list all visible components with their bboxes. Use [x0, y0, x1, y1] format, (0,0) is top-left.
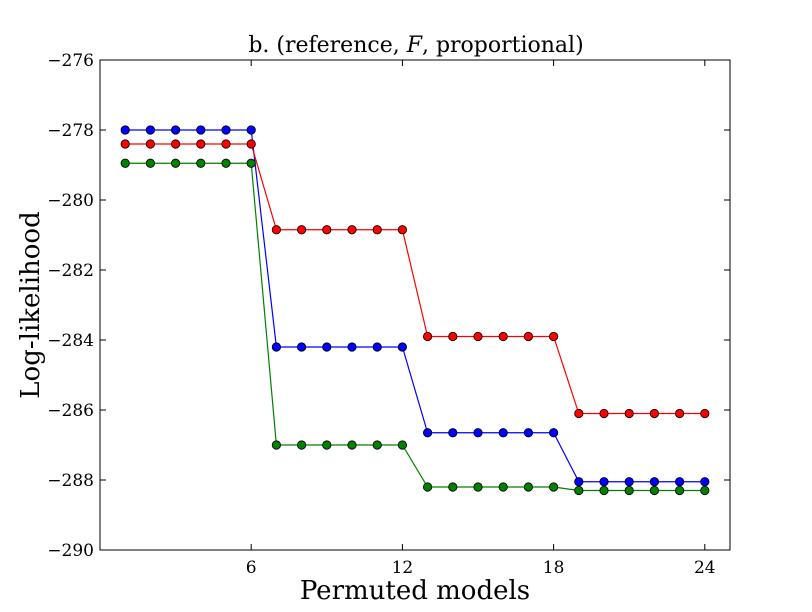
- data-point: [296, 440, 307, 450]
- x-tick-label: 6: [246, 558, 257, 578]
- y-tick-label: −290: [47, 541, 94, 561]
- data-point: [448, 428, 458, 438]
- data-point: [271, 342, 281, 352]
- data-point: [171, 158, 181, 168]
- data-point: [372, 342, 382, 352]
- data-point: [372, 225, 382, 235]
- data-point: [599, 408, 609, 419]
- data-point: [473, 428, 483, 438]
- data-point: [649, 485, 660, 496]
- y-tick-label: −280: [47, 191, 94, 211]
- data-point: [145, 139, 155, 149]
- x-tick-label: 24: [694, 558, 716, 578]
- data-point: [347, 342, 357, 352]
- data-point: [372, 440, 382, 450]
- y-tick-label: −276: [47, 51, 94, 71]
- data-point: [246, 158, 256, 168]
- data-point: [246, 125, 256, 135]
- data-point: [548, 428, 559, 438]
- data-point: [523, 482, 534, 492]
- data-point: [473, 331, 483, 342]
- series-3: [120, 158, 710, 496]
- data-point: [624, 477, 634, 487]
- y-tick-label: −284: [47, 331, 94, 351]
- data-point: [422, 428, 433, 438]
- data-point: [700, 408, 710, 419]
- data-point: [700, 485, 710, 496]
- data-point: [473, 482, 483, 492]
- series-line: [125, 162, 705, 492]
- y-tick-label: −286: [47, 401, 94, 421]
- data-point: [296, 342, 307, 352]
- data-point: [599, 485, 609, 496]
- series-layer: [120, 125, 710, 496]
- data-point: [574, 477, 584, 487]
- data-point: [196, 158, 206, 168]
- data-point: [649, 477, 660, 487]
- data-point: [246, 139, 256, 149]
- data-point: [196, 139, 206, 149]
- data-point: [322, 440, 332, 450]
- data-point: [498, 331, 508, 342]
- x-tick-label: 18: [543, 558, 565, 578]
- data-point: [296, 225, 307, 235]
- data-point: [145, 125, 155, 135]
- data-point: [221, 139, 231, 149]
- data-point: [171, 139, 181, 149]
- data-point: [397, 225, 407, 235]
- data-point: [498, 428, 508, 438]
- data-point: [700, 477, 710, 487]
- x-axis-title: Permuted models: [300, 576, 530, 606]
- data-point: [649, 408, 660, 419]
- y-tick-label: −288: [47, 471, 94, 491]
- data-point: [674, 477, 685, 487]
- data-point: [120, 125, 130, 135]
- y-axis-title: Log-likelihood: [16, 211, 46, 398]
- plot-frame: [99, 59, 731, 551]
- data-point: [397, 342, 407, 352]
- data-point: [347, 440, 357, 450]
- data-point: [422, 331, 433, 342]
- data-point: [548, 482, 559, 492]
- data-point: [145, 158, 155, 168]
- series-line: [125, 129, 705, 483]
- data-point: [322, 225, 332, 235]
- data-point: [221, 158, 231, 168]
- data-point: [674, 485, 685, 496]
- data-point: [196, 125, 206, 135]
- chart-title: b. (reference, F, proportional): [248, 33, 583, 58]
- data-point: [448, 331, 458, 342]
- data-point: [599, 477, 609, 487]
- series-2: [120, 139, 710, 419]
- data-point: [120, 139, 130, 149]
- data-point: [523, 428, 534, 438]
- data-point: [120, 158, 130, 168]
- data-point: [271, 225, 281, 235]
- data-point: [574, 408, 584, 419]
- series-line: [125, 143, 705, 415]
- data-point: [624, 485, 634, 496]
- data-point: [347, 225, 357, 235]
- data-point: [548, 331, 559, 342]
- y-tick-label: −282: [47, 261, 94, 281]
- x-tick-label: 12: [392, 558, 414, 578]
- y-tick-label: −278: [47, 121, 94, 141]
- data-point: [171, 125, 181, 135]
- data-point: [574, 485, 584, 496]
- data-point: [674, 408, 685, 419]
- data-point: [448, 482, 458, 492]
- data-point: [498, 482, 508, 492]
- data-point: [397, 440, 407, 450]
- tick-layer: 6 12 18 24 −290 −288 −286 −284 −282 −280 −278 −276: [47, 51, 730, 578]
- data-point: [271, 440, 281, 450]
- data-point: [422, 482, 433, 492]
- data-point: [322, 342, 332, 352]
- data-point: [221, 125, 231, 135]
- data-point: [624, 408, 634, 419]
- data-point: [523, 331, 534, 342]
- series-1: [120, 125, 710, 487]
